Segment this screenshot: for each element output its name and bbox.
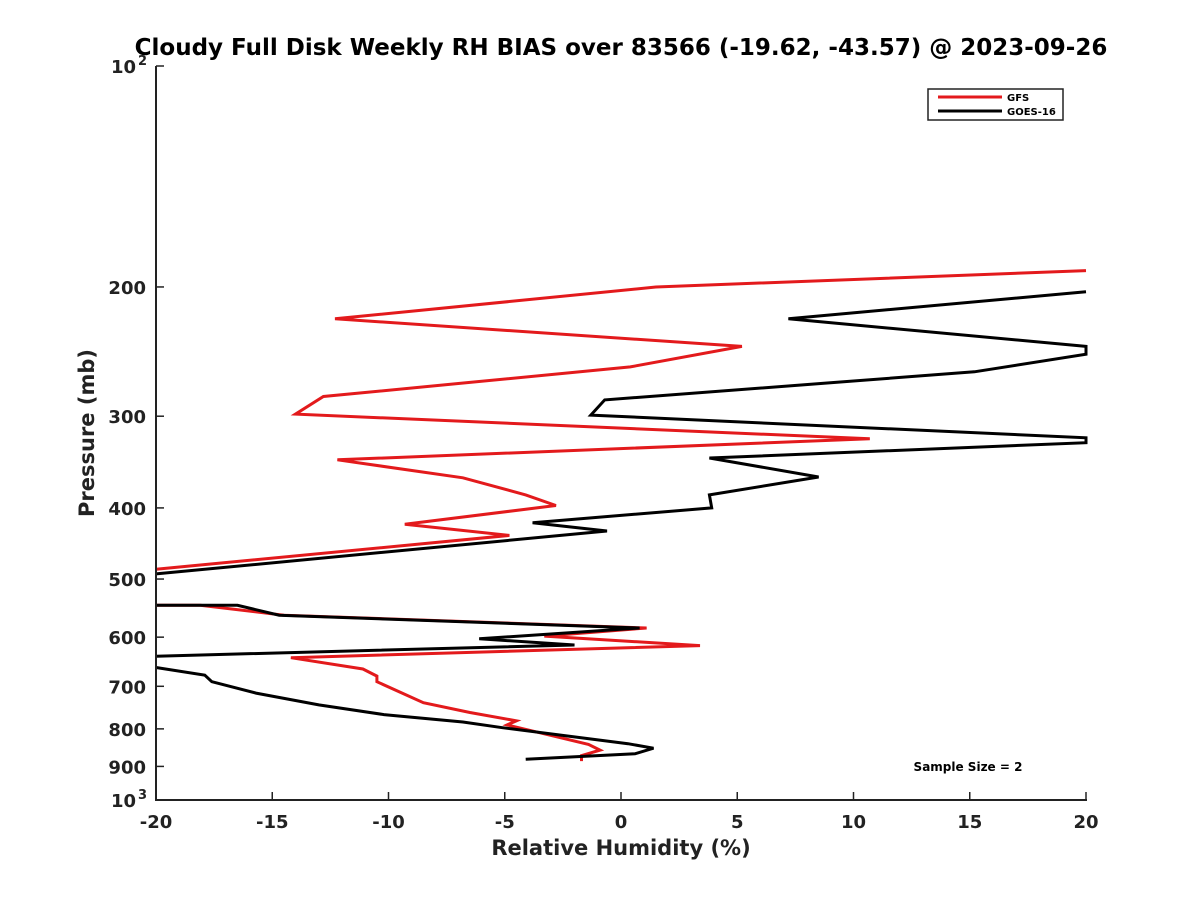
y-tick-label: 10 <box>111 791 136 812</box>
x-tick-label: 0 <box>615 812 628 833</box>
x-tick-label: 15 <box>957 812 982 833</box>
y-axis-label: Pressure (mb) <box>75 349 99 517</box>
y-tick-label: 600 <box>108 628 146 649</box>
y-tick-label: 400 <box>108 499 146 520</box>
y-tick-label: 500 <box>108 570 146 591</box>
x-tick-label: -5 <box>495 812 515 833</box>
y-tick-label: 800 <box>108 720 146 741</box>
y-tick-label: 300 <box>108 407 146 428</box>
series-layer <box>155 269 1088 762</box>
chart-title: Cloudy Full Disk Weekly RH BIAS over 835… <box>135 35 1108 61</box>
legend-box <box>927 88 1064 121</box>
x-tick-label: -10 <box>372 812 405 833</box>
y-tick-label: 900 <box>108 757 146 778</box>
y-tick-exponent: 2 <box>138 54 147 69</box>
legend-label-gfs: GFS <box>1007 93 1029 104</box>
y-tick-exponent: 3 <box>138 788 147 803</box>
x-tick-label: -15 <box>256 812 289 833</box>
x-tick-label: -20 <box>140 812 173 833</box>
legend-label-goes-16: GOES-16 <box>1007 107 1056 118</box>
x-ticks: -20 -15 -10 -5 0 5 10 15 20 <box>140 792 1099 833</box>
y-tick-label: 700 <box>108 677 146 698</box>
x-tick-label: 5 <box>731 812 744 833</box>
x-axis-label: Relative Humidity (%) <box>491 836 750 860</box>
x-tick-label: 20 <box>1073 812 1098 833</box>
x-tick-label: 10 <box>841 812 866 833</box>
legend: GFS GOES-16 <box>927 88 1064 121</box>
goes-16-series-line <box>155 290 1088 761</box>
y-tick-label: 200 <box>108 278 146 299</box>
sample-size-annotation: Sample Size = 2 <box>914 760 1023 774</box>
y-tick-label: 10 <box>111 57 136 78</box>
